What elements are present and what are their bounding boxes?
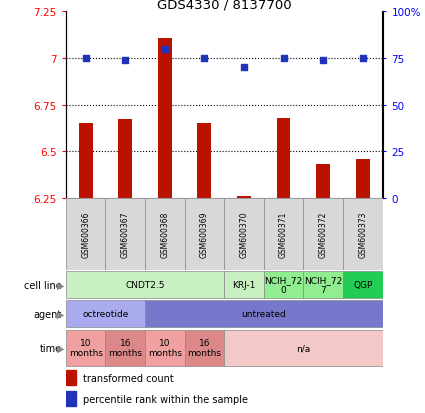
- Bar: [105, 198, 145, 271]
- Bar: [105, 330, 145, 366]
- Text: GSM600371: GSM600371: [279, 211, 288, 258]
- Text: transformed count: transformed count: [83, 373, 174, 383]
- Text: GSM600372: GSM600372: [319, 211, 328, 258]
- Text: time: time: [40, 343, 62, 353]
- Point: [162, 46, 168, 53]
- Text: octreotide: octreotide: [82, 309, 129, 318]
- Bar: [66, 370, 76, 385]
- Text: cell line: cell line: [24, 280, 62, 290]
- Text: untreated: untreated: [241, 309, 286, 318]
- Point: [122, 57, 129, 64]
- Text: GSM600369: GSM600369: [200, 211, 209, 258]
- Text: ▶: ▶: [57, 343, 65, 353]
- Point: [359, 56, 366, 62]
- Point: [241, 65, 247, 71]
- Point: [280, 56, 287, 62]
- Text: GSM600367: GSM600367: [121, 211, 130, 258]
- Point: [201, 56, 208, 62]
- Bar: [343, 198, 382, 271]
- Text: NCIH_72
0: NCIH_72 0: [264, 275, 303, 294]
- Bar: [264, 272, 303, 298]
- Bar: [224, 330, 382, 366]
- Bar: [118, 120, 132, 198]
- Text: CNDT2.5: CNDT2.5: [125, 280, 165, 290]
- Text: ▶: ▶: [57, 280, 65, 290]
- Text: 10
months: 10 months: [148, 338, 182, 358]
- Bar: [66, 301, 145, 327]
- Text: 16
months: 16 months: [187, 338, 221, 358]
- Text: GSM600366: GSM600366: [81, 211, 90, 258]
- Bar: [343, 272, 382, 298]
- Point: [82, 56, 89, 62]
- Bar: [277, 119, 290, 198]
- Bar: [145, 198, 184, 271]
- Bar: [158, 38, 172, 198]
- Bar: [224, 198, 264, 271]
- Bar: [316, 165, 330, 198]
- Text: agent: agent: [34, 309, 62, 319]
- Text: n/a: n/a: [296, 344, 311, 352]
- Bar: [224, 272, 264, 298]
- Text: 10
months: 10 months: [69, 338, 103, 358]
- Point: [320, 57, 326, 64]
- Text: KRJ-1: KRJ-1: [232, 280, 256, 290]
- Bar: [79, 124, 93, 198]
- Title: GDS4330 / 8137700: GDS4330 / 8137700: [157, 0, 292, 11]
- Text: GSM600373: GSM600373: [358, 211, 367, 258]
- Bar: [198, 124, 211, 198]
- Bar: [264, 198, 303, 271]
- Text: NCIH_72
7: NCIH_72 7: [304, 275, 342, 294]
- Text: percentile rank within the sample: percentile rank within the sample: [83, 394, 248, 404]
- Text: GSM600370: GSM600370: [239, 211, 249, 258]
- Bar: [303, 272, 343, 298]
- Bar: [184, 198, 224, 271]
- Text: ▶: ▶: [57, 309, 65, 319]
- Text: 16
months: 16 months: [108, 338, 142, 358]
- Bar: [237, 197, 251, 198]
- Bar: [66, 272, 224, 298]
- Text: GSM600368: GSM600368: [160, 211, 169, 258]
- Bar: [356, 159, 370, 198]
- Bar: [66, 330, 105, 366]
- Text: QGP: QGP: [353, 280, 372, 290]
- Bar: [66, 391, 76, 406]
- Bar: [66, 198, 105, 271]
- Bar: [145, 301, 382, 327]
- Bar: [303, 198, 343, 271]
- Bar: [145, 330, 184, 366]
- Bar: [184, 330, 224, 366]
